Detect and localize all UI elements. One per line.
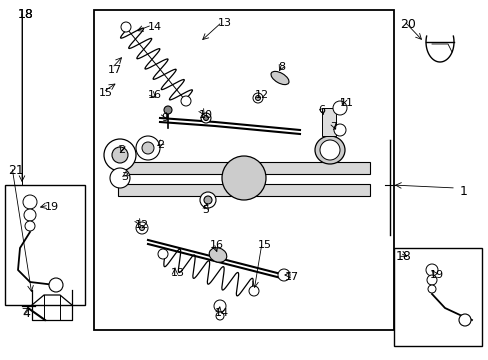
Circle shape (222, 156, 265, 200)
Circle shape (203, 196, 212, 204)
Circle shape (181, 96, 191, 106)
Circle shape (110, 168, 130, 188)
Text: 14: 14 (215, 308, 229, 318)
Text: 6: 6 (317, 105, 325, 115)
Text: 19: 19 (429, 270, 443, 280)
Text: 10: 10 (199, 110, 213, 120)
Bar (393, 248, 481, 346)
Circle shape (278, 269, 289, 281)
Circle shape (427, 285, 435, 293)
Circle shape (203, 116, 208, 121)
Circle shape (426, 275, 436, 285)
Ellipse shape (270, 71, 288, 85)
Circle shape (163, 106, 172, 114)
Text: 16: 16 (209, 240, 224, 250)
Circle shape (255, 95, 260, 100)
Text: 15: 15 (258, 240, 271, 250)
Circle shape (319, 140, 339, 160)
Circle shape (216, 312, 224, 320)
Circle shape (112, 147, 128, 163)
Text: 4: 4 (22, 307, 30, 320)
Text: 12: 12 (254, 90, 268, 100)
Circle shape (24, 209, 36, 221)
Bar (118, 162, 369, 174)
Text: 18: 18 (395, 250, 411, 263)
Bar (94, 10, 393, 330)
Text: 16: 16 (148, 90, 162, 100)
Text: 2: 2 (118, 145, 125, 155)
Circle shape (23, 195, 37, 209)
Circle shape (139, 225, 144, 230)
Circle shape (458, 314, 470, 326)
Text: 3: 3 (121, 172, 128, 182)
Ellipse shape (209, 248, 226, 262)
Text: 17: 17 (108, 65, 122, 75)
Circle shape (200, 192, 216, 208)
Text: 12: 12 (135, 220, 149, 230)
Circle shape (121, 22, 131, 32)
Text: 18: 18 (18, 8, 34, 21)
Text: 1: 1 (459, 185, 467, 198)
Text: 20: 20 (399, 18, 415, 31)
Circle shape (425, 264, 437, 276)
Ellipse shape (314, 136, 345, 164)
Circle shape (201, 113, 210, 123)
Text: 2: 2 (157, 140, 164, 150)
Text: 13: 13 (218, 18, 231, 28)
Text: 18: 18 (18, 8, 34, 21)
Text: 13: 13 (171, 268, 184, 278)
Bar (5, 185, 85, 305)
Circle shape (25, 221, 35, 231)
Text: 19: 19 (45, 202, 59, 212)
Circle shape (333, 124, 346, 136)
Circle shape (104, 139, 136, 171)
Text: 7: 7 (329, 122, 336, 132)
Text: 15: 15 (99, 88, 113, 98)
Circle shape (332, 101, 346, 115)
Bar (118, 184, 369, 196)
Bar (321, 108, 335, 136)
Polygon shape (425, 36, 453, 62)
Text: 21: 21 (8, 164, 24, 177)
Text: 14: 14 (148, 22, 162, 32)
Circle shape (136, 136, 160, 160)
Circle shape (252, 93, 263, 103)
Circle shape (158, 249, 168, 259)
Text: 8: 8 (278, 62, 285, 72)
Circle shape (136, 222, 148, 234)
Circle shape (214, 300, 225, 312)
Circle shape (248, 286, 259, 296)
Text: 17: 17 (285, 272, 299, 282)
Circle shape (142, 142, 154, 154)
Text: 11: 11 (339, 98, 353, 108)
Circle shape (49, 278, 63, 292)
Text: 9: 9 (161, 113, 168, 123)
Text: 5: 5 (202, 205, 208, 215)
